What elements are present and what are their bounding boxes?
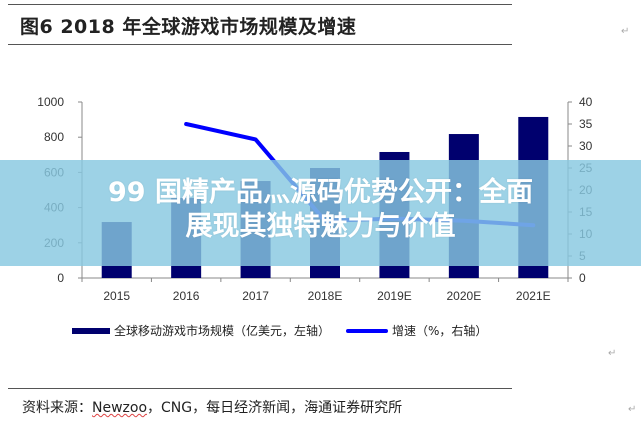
source-rule	[8, 388, 512, 389]
x-axis-label: 2016	[173, 289, 200, 303]
headline-text: 99 国精产品灬源码优势公开：全面 展现其独特魅力与价值	[0, 176, 641, 244]
x-axis-label: 2017	[242, 289, 269, 303]
left-axis-tick: 1000	[37, 95, 64, 109]
source-rest: ，CNG，每日经济新闻，海通证券研究所	[147, 400, 403, 416]
legend-line-label: 增速（%，右轴）	[392, 324, 488, 338]
x-axis-label: 2015	[103, 289, 130, 303]
legend-bar: 全球移动游戏市场规模（亿美元，左轴）	[72, 322, 330, 339]
source-newzoo: Newzoo	[92, 400, 148, 416]
paragraph-mark-2: ↵	[608, 348, 617, 359]
headline-line-1: 99 国精产品灬源码优势公开：全面	[108, 177, 533, 208]
top-rule	[8, 4, 512, 5]
right-axis-tick: 0	[579, 271, 586, 285]
right-axis-tick: 30	[579, 139, 593, 153]
x-axis-label: 2021E	[516, 289, 551, 303]
paragraph-mark-3: ↵	[628, 404, 637, 415]
left-axis-tick: 800	[44, 130, 64, 144]
source-label: 资料来源：	[22, 400, 92, 416]
left-axis-tick: 0	[57, 271, 64, 285]
bar-swatch-icon	[72, 327, 110, 334]
legend-bar-label: 全球移动游戏市场规模（亿美元，左轴）	[114, 324, 331, 338]
source-note: 资料来源：Newzoo，CNG，每日经济新闻，海通证券研究所	[22, 397, 402, 417]
headline-line-2: 展现其独特魅力与价值	[185, 211, 456, 242]
paragraph-mark: ↵	[621, 26, 630, 37]
figure-title: 图6 2018 年全球游戏市场规模及增速	[20, 16, 357, 38]
right-axis-tick: 40	[579, 95, 593, 109]
x-axis-label: 2018E	[308, 289, 343, 303]
headline-banner	[0, 160, 641, 266]
x-axis-label: 2019E	[377, 289, 412, 303]
x-axis-label: 2020E	[447, 289, 482, 303]
title-rule	[8, 44, 512, 45]
line-swatch-icon	[346, 328, 388, 333]
legend-line: 增速（%，右轴）	[346, 322, 487, 339]
right-axis-tick: 35	[579, 117, 593, 131]
